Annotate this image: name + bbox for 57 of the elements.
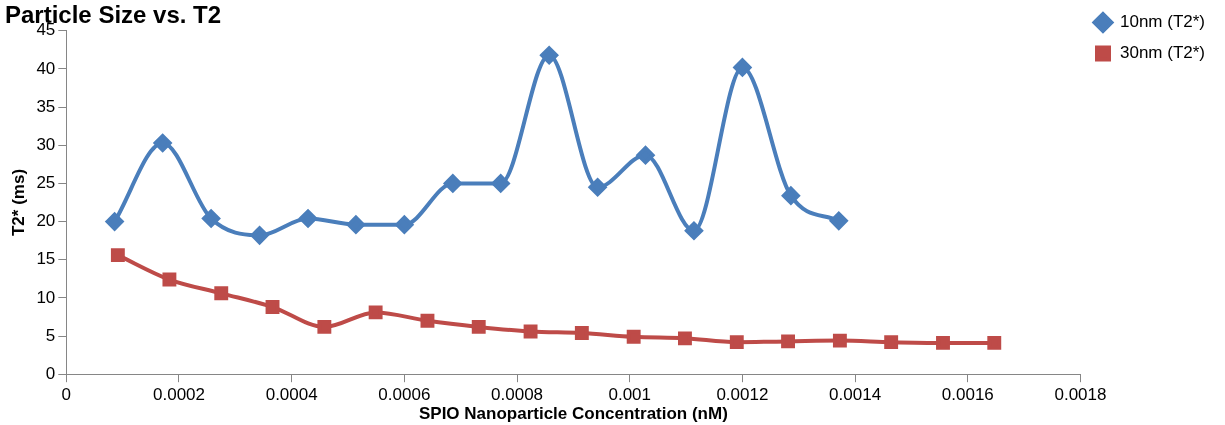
y-axis-title: T2* (ms) bbox=[8, 168, 28, 237]
point bbox=[443, 174, 462, 193]
y-tick-label: 20 bbox=[36, 211, 56, 231]
point bbox=[636, 146, 655, 165]
point bbox=[781, 334, 796, 349]
x-tick-label: 0.0016 bbox=[941, 385, 994, 405]
point bbox=[265, 300, 280, 314]
legend-label: 10nm (T2*) bbox=[1119, 12, 1206, 32]
x-tick-label: 0.0008 bbox=[491, 385, 544, 405]
x-tick-label: 0.0006 bbox=[378, 385, 431, 405]
point bbox=[299, 209, 318, 228]
x-tick-label: 0 bbox=[61, 385, 72, 405]
point bbox=[250, 226, 269, 245]
point bbox=[684, 221, 703, 240]
y-tick-label: 25 bbox=[36, 173, 56, 193]
point bbox=[202, 209, 221, 228]
point bbox=[884, 335, 899, 350]
y-tick-label: 10 bbox=[36, 287, 56, 307]
point bbox=[729, 335, 744, 350]
point bbox=[471, 319, 486, 334]
x-tick-label: 0.0004 bbox=[265, 385, 318, 405]
y-tick-label: 30 bbox=[36, 134, 56, 154]
point bbox=[420, 313, 435, 328]
point bbox=[214, 286, 229, 301]
y-tick-label: 15 bbox=[36, 249, 56, 269]
y-tick-label: 0 bbox=[45, 363, 56, 383]
point bbox=[395, 215, 414, 234]
legend-label: 30nm (T2*) bbox=[1119, 43, 1206, 63]
x-axis-title: SPIO Nanoparticle Concentration (nM) bbox=[418, 404, 728, 424]
x-tick-label: 0.0018 bbox=[1054, 385, 1107, 405]
point bbox=[829, 211, 848, 230]
point bbox=[346, 215, 365, 234]
point bbox=[987, 335, 1002, 350]
point bbox=[626, 329, 641, 344]
point bbox=[110, 248, 125, 263]
point bbox=[523, 324, 538, 339]
point bbox=[368, 305, 383, 320]
y-tick-label: 40 bbox=[36, 58, 56, 78]
x-tick-label: 0.001 bbox=[608, 385, 652, 405]
point bbox=[162, 272, 177, 287]
point bbox=[588, 178, 607, 197]
point bbox=[153, 133, 172, 152]
point bbox=[540, 46, 559, 65]
point bbox=[678, 331, 692, 346]
point bbox=[733, 58, 752, 77]
point bbox=[317, 319, 332, 334]
point bbox=[781, 186, 800, 205]
point bbox=[491, 174, 510, 193]
x-tick-label: 0.0014 bbox=[829, 385, 882, 405]
point bbox=[936, 335, 950, 350]
y-tick-label: 5 bbox=[45, 325, 56, 345]
x-tick-label: 0.0012 bbox=[716, 385, 769, 405]
point bbox=[832, 333, 847, 348]
y-tick-label: 35 bbox=[36, 96, 56, 116]
point bbox=[574, 326, 589, 340]
point bbox=[105, 212, 124, 231]
x-tick-label: 0.0002 bbox=[152, 385, 205, 405]
